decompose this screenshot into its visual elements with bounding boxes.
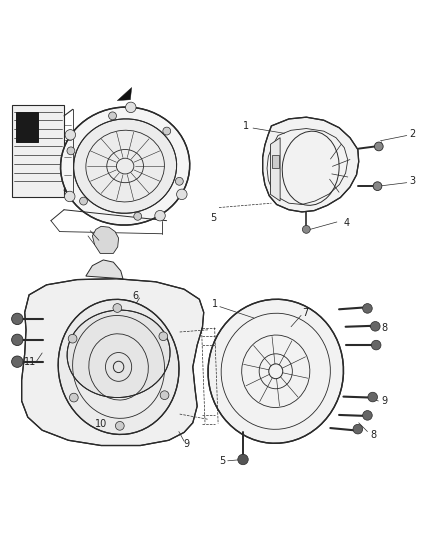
Ellipse shape — [58, 300, 179, 434]
Circle shape — [163, 127, 171, 135]
Circle shape — [65, 130, 76, 140]
Circle shape — [160, 391, 169, 400]
Circle shape — [238, 454, 248, 465]
Circle shape — [302, 225, 310, 233]
Ellipse shape — [208, 299, 343, 443]
Circle shape — [126, 102, 136, 112]
Text: 11: 11 — [24, 357, 36, 367]
Text: 6: 6 — [132, 291, 138, 301]
Circle shape — [176, 177, 183, 185]
Circle shape — [373, 182, 382, 190]
Text: 4: 4 — [343, 218, 350, 228]
Text: 8: 8 — [370, 430, 376, 440]
Text: 5: 5 — [211, 213, 217, 223]
Text: 10: 10 — [95, 419, 107, 429]
Circle shape — [80, 197, 88, 205]
Polygon shape — [12, 105, 64, 197]
Ellipse shape — [60, 107, 190, 225]
Text: 2: 2 — [409, 129, 416, 139]
Circle shape — [109, 112, 117, 120]
Polygon shape — [86, 260, 123, 279]
Circle shape — [353, 424, 363, 434]
Polygon shape — [16, 111, 38, 142]
Circle shape — [70, 393, 78, 402]
Circle shape — [363, 410, 372, 420]
Text: 8: 8 — [381, 324, 387, 334]
Circle shape — [12, 334, 23, 345]
Text: 1: 1 — [243, 121, 249, 131]
Circle shape — [134, 212, 141, 220]
Text: 5: 5 — [219, 456, 226, 466]
Text: 9: 9 — [381, 395, 387, 406]
Circle shape — [12, 313, 23, 325]
Ellipse shape — [74, 119, 177, 213]
Circle shape — [113, 304, 122, 312]
Circle shape — [155, 211, 165, 221]
Circle shape — [368, 392, 378, 402]
Text: 7: 7 — [302, 308, 309, 318]
Polygon shape — [92, 227, 119, 253]
Text: 9: 9 — [183, 439, 189, 449]
Polygon shape — [117, 87, 132, 101]
Circle shape — [68, 334, 77, 343]
Circle shape — [371, 340, 381, 350]
Circle shape — [67, 147, 75, 155]
Polygon shape — [272, 155, 279, 168]
Polygon shape — [271, 138, 280, 201]
Ellipse shape — [67, 310, 170, 398]
Circle shape — [12, 356, 23, 367]
Circle shape — [371, 321, 380, 331]
Circle shape — [116, 422, 124, 430]
Text: 3: 3 — [410, 176, 416, 187]
Text: 1: 1 — [212, 300, 219, 310]
Circle shape — [177, 189, 187, 199]
Polygon shape — [263, 117, 359, 212]
Polygon shape — [21, 279, 204, 446]
Circle shape — [374, 142, 383, 151]
Circle shape — [64, 191, 75, 201]
Circle shape — [159, 332, 168, 341]
Circle shape — [363, 304, 372, 313]
